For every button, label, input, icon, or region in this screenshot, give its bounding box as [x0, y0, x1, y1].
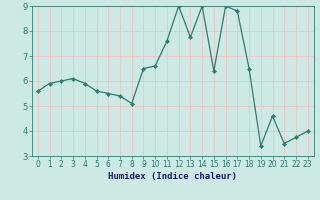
X-axis label: Humidex (Indice chaleur): Humidex (Indice chaleur)	[108, 172, 237, 181]
